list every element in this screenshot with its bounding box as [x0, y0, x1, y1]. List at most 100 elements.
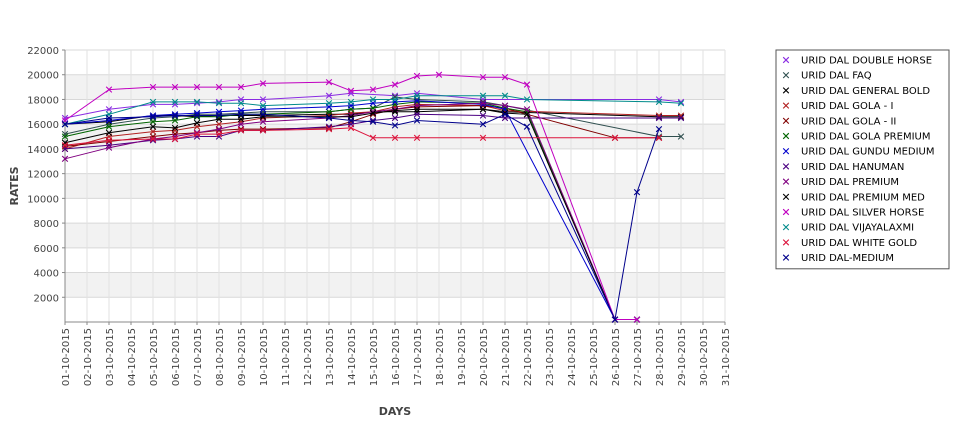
legend-item: URID DAL GOLA PREMIUM — [782, 132, 930, 143]
x-tick-label: 17-10-2015 — [413, 328, 424, 386]
data-point — [193, 99, 201, 107]
legend-item: URID DAL HANUMAN — [782, 162, 904, 173]
data-point — [259, 102, 267, 109]
data-point — [193, 119, 201, 127]
data-point — [325, 125, 333, 133]
y-axis-title: RATES — [8, 166, 21, 205]
series-9 — [61, 106, 641, 323]
data-point — [259, 118, 267, 125]
x-tick-label: 10-10-2015 — [259, 328, 270, 386]
data-point — [523, 111, 531, 118]
x-tick-label: 18-10-2015 — [435, 328, 446, 386]
data-point — [391, 122, 399, 129]
data-point — [413, 72, 421, 80]
legend-marker — [782, 178, 790, 185]
data-point — [523, 96, 531, 103]
legend-item: URID DAL DOUBLE HORSE — [782, 56, 932, 67]
data-point — [655, 96, 663, 103]
legend-label: URID DAL-MEDIUM — [801, 253, 894, 264]
data-point — [325, 114, 333, 122]
data-point — [259, 80, 267, 87]
series-lines — [61, 71, 685, 323]
data-point — [193, 83, 201, 91]
data-point — [611, 134, 619, 141]
data-point — [501, 92, 509, 99]
data-point — [413, 108, 421, 116]
data-point — [523, 123, 531, 130]
x-tick-label: 20-10-2015 — [479, 328, 490, 386]
x-tick-label: 23-10-2015 — [545, 328, 556, 386]
data-point — [193, 109, 201, 117]
data-point — [677, 113, 685, 120]
legend-marker — [782, 72, 790, 79]
data-point — [237, 83, 245, 91]
data-point — [61, 142, 69, 149]
series-0 — [61, 90, 685, 122]
data-point — [215, 113, 223, 120]
data-point — [259, 111, 267, 118]
data-point — [105, 123, 113, 130]
x-tick-label: 02-10-2015 — [83, 328, 94, 386]
data-point — [61, 120, 69, 128]
data-point — [193, 130, 201, 138]
data-point — [215, 130, 223, 138]
data-point — [611, 316, 619, 323]
legend-marker — [782, 56, 790, 64]
data-point — [369, 109, 377, 117]
data-point — [391, 107, 399, 114]
data-point — [413, 103, 421, 111]
legend-item: URID DAL FAQ — [782, 71, 872, 82]
data-point — [149, 113, 157, 120]
x-tick-label: 31-10-2015 — [721, 328, 732, 386]
data-point — [369, 134, 377, 141]
data-point — [655, 112, 663, 119]
data-point — [325, 92, 333, 99]
data-point — [149, 135, 157, 143]
data-point — [171, 112, 179, 119]
x-tick-label: 22-10-2015 — [523, 328, 534, 386]
data-point — [391, 114, 399, 122]
data-point — [413, 92, 421, 99]
data-point — [413, 90, 421, 97]
y-tick-label: 8000 — [34, 219, 59, 230]
legend-item: URID DAL VIJAYALAXMI — [782, 223, 914, 234]
data-point — [479, 92, 487, 99]
data-point — [105, 129, 113, 137]
data-point — [259, 125, 267, 133]
data-point — [655, 125, 663, 133]
data-point — [677, 112, 685, 119]
series-line — [64, 95, 682, 125]
data-point — [479, 74, 487, 81]
data-point — [369, 96, 377, 103]
series-11 — [61, 92, 685, 128]
data-point — [655, 98, 663, 106]
data-point — [259, 127, 267, 134]
data-point — [413, 111, 421, 118]
x-tick-label: 15-10-2015 — [369, 328, 380, 386]
data-point — [215, 120, 223, 128]
data-point — [237, 120, 245, 128]
y-tick-label: 20000 — [27, 71, 59, 82]
legend-label: URID DAL GOLA PREMIUM — [801, 132, 930, 143]
data-point — [237, 111, 245, 118]
x-tick-label: 13-10-2015 — [325, 328, 336, 386]
x-tick-label: 07-10-2015 — [193, 328, 204, 386]
data-point — [655, 113, 663, 120]
legend-item: URID DAL SILVER HORSE — [782, 208, 924, 219]
data-point — [391, 134, 399, 141]
legend-box — [775, 49, 950, 270]
x-tick-label: 04-10-2015 — [127, 328, 138, 386]
x-tick-label: 12-10-2015 — [303, 328, 314, 386]
x-tick-label: 29-10-2015 — [677, 328, 688, 386]
data-point — [215, 125, 223, 133]
data-point — [347, 98, 355, 106]
data-point — [61, 114, 69, 122]
legend-item: URID DAL PREMIUM — [782, 177, 899, 188]
x-tick-label: 30-10-2015 — [699, 328, 710, 386]
legend-marker — [782, 102, 790, 109]
grid-lines — [64, 49, 726, 322]
data-point — [677, 114, 685, 122]
data-point — [105, 144, 113, 151]
data-point — [215, 99, 223, 107]
